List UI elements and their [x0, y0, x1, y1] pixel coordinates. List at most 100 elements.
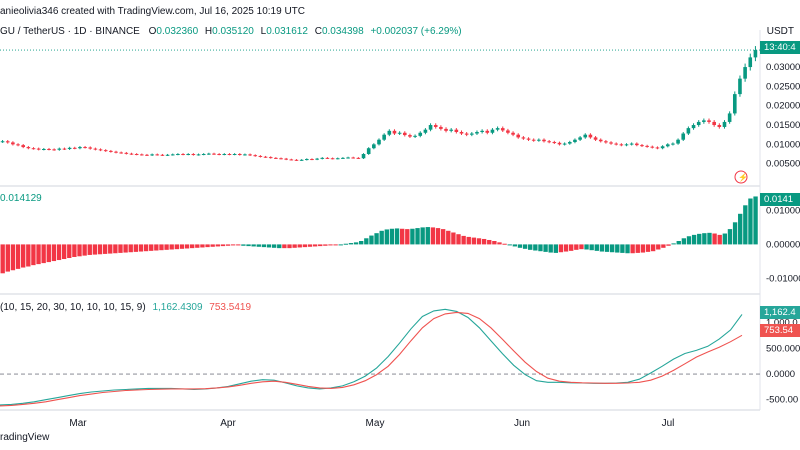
histogram-bar [722, 233, 728, 245]
candle [547, 141, 551, 143]
histogram-bar [15, 244, 21, 269]
histogram-bar [236, 244, 241, 246]
candle [119, 152, 123, 154]
candle [268, 157, 273, 159]
histogram-bar [246, 244, 251, 247]
candle [475, 131, 479, 134]
candle [129, 153, 134, 155]
histogram-bar [154, 244, 159, 251]
histogram-bar [743, 205, 748, 245]
candle [655, 147, 660, 149]
histogram-bar [61, 244, 67, 260]
candle [351, 157, 356, 159]
candle [604, 141, 608, 143]
indicator2-tick-label: -500.00 [766, 395, 798, 406]
histogram-bar [415, 228, 420, 245]
histogram-bar [697, 233, 702, 245]
indicator2-line2-box: 753.54 [760, 324, 800, 337]
time-tick-label: Jul [662, 418, 675, 429]
histogram-bar [538, 244, 543, 252]
time-tick-label: Jun [514, 418, 530, 429]
histogram-bar [67, 244, 72, 258]
candle [702, 120, 706, 122]
histogram-bar [10, 244, 16, 271]
histogram-bar [748, 198, 753, 245]
candle [155, 154, 160, 156]
candle [485, 130, 490, 133]
histogram-bar [328, 244, 333, 246]
candle [382, 134, 386, 140]
histogram-bar [302, 244, 308, 248]
lightning-icon-glyph: ⚡ [738, 172, 748, 182]
candle [753, 50, 758, 58]
indicator2-series-line [0, 308, 743, 406]
histogram-bar [190, 244, 195, 249]
histogram-bar [77, 244, 82, 257]
histogram-bar [630, 244, 635, 254]
histogram-bar [466, 236, 471, 245]
candle [201, 154, 206, 156]
indicator2-series-line [0, 311, 743, 407]
candle [134, 154, 139, 156]
histogram-bar [497, 242, 502, 245]
candle [387, 130, 392, 135]
candle [650, 146, 655, 148]
histogram-bar [261, 244, 267, 248]
histogram-bar [102, 244, 108, 254]
symbol-name[interactable]: GU / TetherUS · 1D · BINANCE [0, 26, 140, 37]
candle [243, 154, 247, 156]
histogram-bar [487, 239, 492, 245]
histogram-bar [569, 244, 574, 251]
price-time-box: 13:40:4 [760, 41, 800, 54]
histogram-bar [650, 244, 656, 252]
indicator1-tick-label: -0.01000 [766, 273, 800, 284]
candle [562, 143, 567, 145]
candle [124, 152, 129, 154]
candle [645, 145, 649, 147]
indicator2-legend[interactable]: (10, 15, 20, 30, 10, 10, 10, 15, 9) 1,16… [0, 302, 251, 313]
candle [325, 157, 330, 159]
histogram-bar [543, 244, 548, 252]
histogram-bar [420, 227, 425, 245]
indicator2-tick-label: 500.000 [766, 343, 800, 354]
histogram-bar [446, 230, 451, 245]
histogram-bar [384, 229, 389, 245]
histogram-bar [753, 196, 758, 245]
histogram-bar [394, 228, 400, 245]
candle [284, 158, 288, 160]
histogram-bar [87, 244, 92, 255]
candle [464, 133, 469, 135]
histogram-bar [615, 244, 620, 253]
candle [629, 143, 634, 145]
candle [665, 144, 670, 147]
candle [263, 156, 268, 158]
symbol-legend[interactable]: GU / TetherUS · 1D · BINANCE O0.032360 H… [0, 26, 462, 37]
price-tick-label: 0.03000 [766, 62, 800, 73]
candle [217, 154, 221, 156]
histogram-bar [318, 244, 323, 247]
histogram-bar [691, 234, 697, 245]
lightning-icon [734, 170, 748, 184]
candle [506, 130, 510, 133]
histogram-bar [169, 244, 174, 250]
histogram-bar [210, 244, 215, 247]
histogram-bar [456, 234, 461, 245]
candle [598, 139, 603, 142]
histogram-bar [476, 238, 482, 245]
histogram-bar [159, 244, 164, 251]
candle [227, 154, 232, 156]
candle [423, 129, 428, 133]
histogram-bar [625, 244, 630, 254]
histogram-bar [230, 244, 236, 246]
candle [186, 154, 191, 156]
candle [408, 135, 412, 137]
histogram-bar [72, 244, 77, 257]
low-value: 0.031612 [266, 26, 308, 37]
candle [103, 150, 108, 152]
histogram-bar [277, 244, 282, 249]
candle [237, 154, 242, 156]
histogram-bar [676, 241, 681, 245]
candle [346, 157, 350, 159]
candle [165, 154, 170, 156]
